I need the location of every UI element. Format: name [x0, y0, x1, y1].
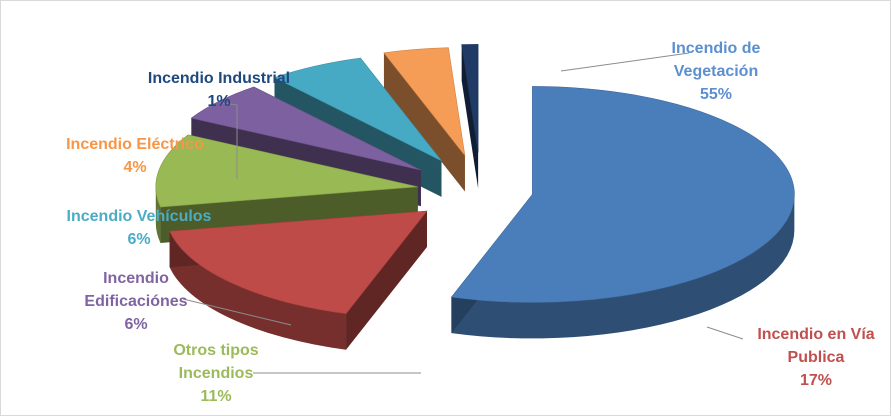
- label-electrico-percent: 4%: [123, 159, 147, 176]
- leader-vegetacion: [560, 52, 690, 72]
- label-edificaciones-percent: 6%: [124, 316, 148, 333]
- label-vehiculos-percent: 6%: [127, 231, 151, 248]
- label-edificaciones-line1: Incendio: [103, 270, 169, 287]
- label-industrial-line1: Incendio Industrial: [147, 70, 291, 87]
- label-edificaciones-line2: Edificaciónes: [84, 293, 188, 310]
- label-otros-line2: Incendios: [178, 365, 254, 382]
- label-vegetacion-line1: Incendio de: [671, 40, 761, 57]
- slice-industrial-side-0: [461, 44, 479, 189]
- label-otros-tipos: Otros tipos Incendios 11%: [141, 339, 291, 408]
- slice-industrial: [461, 44, 479, 189]
- label-via-line2: Publica: [787, 349, 845, 366]
- slice-vegetacion-top: [450, 86, 795, 303]
- slice-vehiculos-top: [273, 57, 442, 162]
- slice-via: [169, 210, 428, 350]
- label-industrial: Incendio Industrial 1%: [119, 67, 319, 113]
- label-electrico: Incendio Eléctrico 4%: [37, 133, 233, 179]
- slice-electrico-side-0: [383, 52, 465, 192]
- slice-electrico: [383, 47, 466, 192]
- slice-otros-top: [155, 134, 418, 208]
- slice-edificaciones-top: [190, 86, 422, 171]
- slice-via-top: [169, 210, 428, 315]
- slice-industrial-top: [461, 44, 479, 153]
- label-otros-percent: 11%: [200, 388, 232, 405]
- label-vegetacion: Incendio de Vegetación 55%: [641, 37, 791, 106]
- slice-vegetacion: [450, 86, 795, 339]
- slice-otros-wall: [155, 186, 161, 244]
- label-vegetacion-line2: Vegetación: [673, 63, 759, 80]
- label-otros-line1: Otros tipos: [173, 342, 259, 359]
- leader-via: [706, 326, 744, 340]
- label-via-percent: 17%: [799, 372, 833, 389]
- label-via-publica: Incendio en Vía Publica 17%: [741, 323, 891, 392]
- slice-via-wall: [169, 231, 347, 350]
- label-electrico-line1: Incendio Eléctrico: [66, 136, 204, 153]
- label-edificaciones: Incendio Edificaciónes 6%: [61, 267, 211, 336]
- label-via-line1: Incendio en Vía: [757, 326, 875, 343]
- label-vehiculos: Incendio Vehículos 6%: [41, 205, 237, 251]
- label-vehiculos-line1: Incendio Vehículos: [66, 208, 212, 225]
- leader-industrial: [222, 102, 238, 179]
- slice-electrico-top: [383, 47, 466, 157]
- label-industrial-percent: 1%: [207, 93, 231, 110]
- leader-edificaciones: [182, 298, 292, 326]
- label-vegetacion-percent: 55%: [699, 86, 733, 103]
